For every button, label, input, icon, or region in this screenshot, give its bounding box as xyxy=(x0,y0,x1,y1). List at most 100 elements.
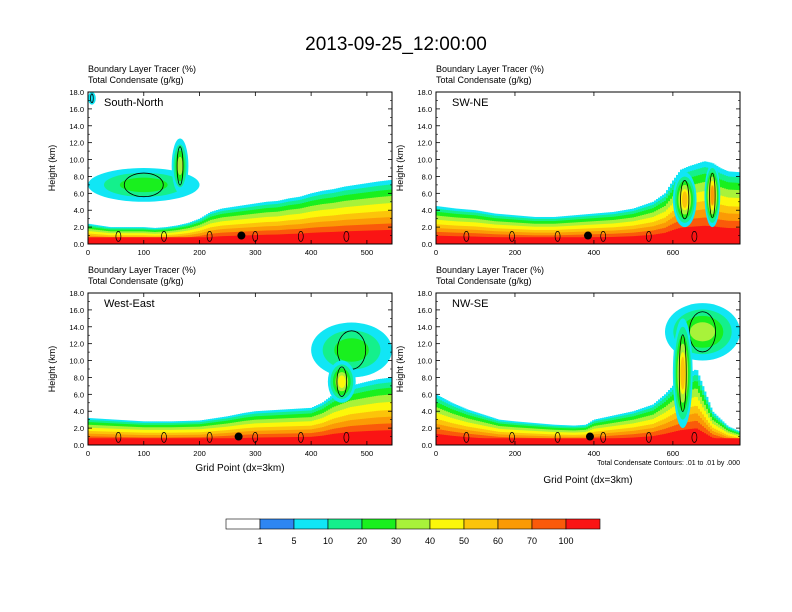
field-cell xyxy=(360,431,363,445)
field-cell xyxy=(88,237,392,244)
panel-name: South-North xyxy=(104,97,163,109)
field-cell xyxy=(376,430,379,445)
condensate-contour xyxy=(297,432,304,443)
field-cell xyxy=(684,227,687,244)
y-tick-label: 14.0 xyxy=(69,122,84,131)
field-cell xyxy=(688,226,691,244)
x-tick-label: 500 xyxy=(361,248,374,257)
field-label: Boundary Layer Tracer (%) xyxy=(88,265,196,275)
y-tick-label: 18.0 xyxy=(69,88,84,97)
field-cell xyxy=(376,230,379,244)
field-cell xyxy=(374,230,377,244)
condensate-contour xyxy=(176,146,184,186)
field-cell xyxy=(694,226,697,244)
y-tick-label: 6.0 xyxy=(74,189,84,198)
figure-title: 2013-09-25_12:00:00 xyxy=(305,34,487,55)
field-cell xyxy=(388,430,391,445)
tracer-field xyxy=(88,322,392,445)
condensate-contour xyxy=(206,432,213,443)
field-cell xyxy=(372,230,375,244)
field-cell xyxy=(738,228,740,244)
y-tick-label: 6.0 xyxy=(422,189,432,198)
y-axis-label: Height (km) xyxy=(395,145,405,192)
condensate-contour xyxy=(509,231,515,242)
condensate-contour xyxy=(554,231,561,242)
x-tick-label: 0 xyxy=(434,248,438,257)
field-label: Total Condensate (g/kg) xyxy=(88,276,184,286)
feature-blob xyxy=(681,191,688,208)
location-marker xyxy=(237,231,246,240)
field-cell xyxy=(382,230,385,244)
field-cell xyxy=(678,228,681,244)
field-cell xyxy=(88,438,392,445)
field-cell xyxy=(674,229,677,244)
y-tick-label: 10.0 xyxy=(69,357,84,366)
field-cell xyxy=(714,226,717,244)
condensate-contour xyxy=(709,172,716,219)
y-tick-label: 8.0 xyxy=(422,172,432,181)
field-cell xyxy=(368,430,371,445)
field-cell xyxy=(692,226,695,244)
field-cell xyxy=(370,430,373,445)
field-cell xyxy=(734,228,737,244)
field-cell xyxy=(390,229,392,244)
location-marker xyxy=(584,231,592,240)
field-label: Boundary Layer Tracer (%) xyxy=(436,64,544,74)
y-tick-label: 18.0 xyxy=(69,289,84,298)
condensate-contour xyxy=(680,180,690,220)
y-tick-label: 6.0 xyxy=(74,390,84,399)
field-cell xyxy=(380,230,383,244)
field-cell xyxy=(372,430,375,445)
x-tick-label: 0 xyxy=(86,449,90,458)
x-tick-label: 300 xyxy=(249,248,262,257)
field-cell xyxy=(680,227,683,244)
field-cell xyxy=(690,226,693,244)
field-cell xyxy=(676,228,679,244)
field-cell xyxy=(716,226,719,244)
y-tick-label: 16.0 xyxy=(69,105,84,114)
condensate-contour xyxy=(297,231,304,242)
y-tick-label: 8.0 xyxy=(74,172,84,181)
field-cell xyxy=(672,230,675,244)
field-cell xyxy=(710,226,713,244)
field-cell xyxy=(724,227,727,244)
y-tick-label: 10.0 xyxy=(69,156,84,165)
field-cell xyxy=(720,227,723,244)
x-tick-label: 500 xyxy=(361,449,374,458)
panel-west-east: West-East Boundary Layer Tracer (%)Total … xyxy=(47,265,393,474)
x-tick-label: 200 xyxy=(509,248,522,257)
y-tick-label: 0.0 xyxy=(422,240,432,249)
tracer-field xyxy=(88,92,392,244)
x-axis-label: Grid Point (dx=3km) xyxy=(195,463,284,474)
y-tick-label: 4.0 xyxy=(422,206,432,215)
y-tick-label: 8.0 xyxy=(74,373,84,382)
y-tick-label: 2.0 xyxy=(74,223,84,232)
y-tick-label: 16.0 xyxy=(69,306,84,315)
field-cell xyxy=(712,226,715,244)
panel-name: West-East xyxy=(104,298,155,310)
condensate-contour xyxy=(645,231,652,242)
y-tick-label: 12.0 xyxy=(417,139,432,148)
x-tick-label: 400 xyxy=(305,449,318,458)
y-tick-label: 0.0 xyxy=(74,240,84,249)
y-tick-label: 2.0 xyxy=(74,424,84,433)
y-tick-label: 12.0 xyxy=(69,340,84,349)
field-cell xyxy=(722,227,725,244)
condensate-contour xyxy=(123,172,164,198)
condensate-contour xyxy=(343,231,350,242)
field-cell xyxy=(728,228,731,244)
feature-blob xyxy=(177,156,183,176)
x-tick-label: 200 xyxy=(193,449,206,458)
x-tick-label: 200 xyxy=(193,248,206,257)
field-cell xyxy=(700,226,703,244)
field-cell xyxy=(366,431,369,445)
condensate-contour xyxy=(115,432,122,443)
tracer-field xyxy=(436,303,740,445)
field-cell xyxy=(704,225,707,244)
condensate-contour xyxy=(115,231,122,242)
field-label: Total Condensate (g/kg) xyxy=(88,75,184,85)
condensate-contour xyxy=(600,231,607,242)
